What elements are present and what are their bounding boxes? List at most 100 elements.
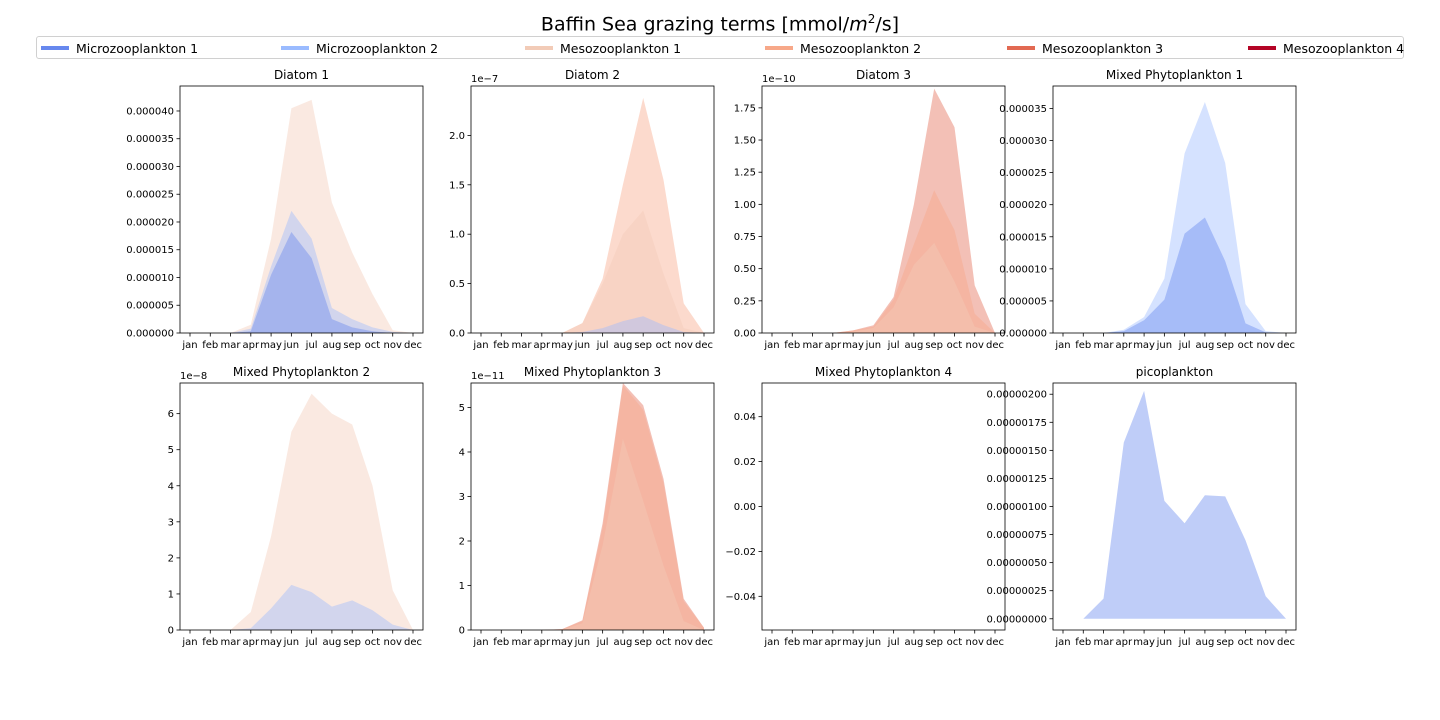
x-tick-label: feb [493, 637, 509, 648]
area-series [481, 383, 704, 630]
x-tick-label: jun [283, 340, 299, 351]
subplot-title: Mixed Phytoplankton 1 [1106, 68, 1243, 82]
legend-item-microzooplankton-1: Microzooplankton 1 [41, 40, 198, 56]
y-tick-label: 1 [168, 589, 174, 600]
y-tick-label: 0.000020 [126, 217, 174, 228]
y-tick-label: −0.04 [725, 592, 756, 603]
subplot-title: Mixed Phytoplankton 3 [524, 365, 661, 379]
x-tick-label: jun [865, 637, 881, 648]
y-tick-label: 0.0 [449, 329, 465, 340]
x-tick-label: oct [656, 340, 672, 351]
legend-swatch [1248, 46, 1276, 50]
x-tick-label: jan [472, 340, 488, 351]
x-tick-label: nov [966, 637, 984, 648]
area-series [1063, 217, 1286, 333]
y-tick-label: 0.00000025 [987, 586, 1047, 597]
y-tick-label: 0.000000 [126, 329, 174, 340]
y-tick-label: −0.02 [725, 547, 756, 558]
area-series [190, 584, 413, 630]
x-tick-label: jan [181, 340, 197, 351]
legend-label: Microzooplankton 1 [76, 40, 199, 56]
x-tick-label: oct [1238, 637, 1254, 648]
x-tick-label: aug [904, 340, 923, 351]
y-tick-label: 1.00 [734, 200, 756, 211]
x-tick-label: nov [384, 340, 402, 351]
x-tick-label: aug [1195, 340, 1214, 351]
y-tick-label: 0.000015 [999, 232, 1047, 243]
legend-item-mesozooplankton-2: Mesozooplankton 2 [765, 40, 921, 56]
x-tick-label: apr [243, 637, 260, 648]
x-tick-label: apr [243, 340, 260, 351]
x-tick-label: nov [1257, 340, 1275, 351]
area-series [1063, 102, 1286, 333]
x-tick-label: apr [534, 637, 551, 648]
y-tick-label: 0.000020 [999, 200, 1047, 211]
x-tick-label: aug [322, 637, 341, 648]
x-tick-label: sep [1216, 637, 1234, 648]
subplot-5: jan feb mar apr may jun jul aug sep oct nov dec 0 1 2 3… [168, 365, 424, 648]
legend-item-mesozooplankton-4: Mesozooplankton 4 [1248, 40, 1404, 56]
area-series [481, 210, 704, 333]
x-tick-label: oct [656, 637, 672, 648]
x-tick-label: apr [825, 637, 842, 648]
x-tick-label: mar [803, 340, 824, 351]
y-tick-label: 1.5 [449, 180, 465, 191]
area-series [481, 385, 704, 630]
x-tick-label: nov [1257, 637, 1275, 648]
y-tick-label: 0.00000050 [987, 558, 1047, 569]
x-tick-label: jan [763, 340, 779, 351]
x-tick-label: may [551, 340, 573, 351]
subplot-1: jan feb mar apr may jun jul aug sep oct nov dec 0.00… [126, 68, 424, 351]
subplot-title: Mixed Phytoplankton 2 [233, 365, 370, 379]
axes-frame [179, 85, 424, 334]
y-tick-label: 0.00000000 [987, 614, 1047, 625]
area-series [1063, 390, 1286, 619]
subplot-title: Diatom 1 [274, 68, 329, 82]
y-offset-label: 1e−11 [471, 371, 505, 382]
y-tick-label: 2 [168, 553, 174, 564]
x-tick-label: feb [1075, 340, 1091, 351]
legend: Microzooplankton 1 Microzooplankton 2 Me… [36, 36, 1404, 59]
axes-frame [761, 382, 1006, 631]
y-tick-label: 0.00 [734, 502, 756, 513]
area-series [481, 97, 704, 334]
y-tick-label: 0.000025 [126, 190, 174, 201]
y-tick-label: 0 [459, 626, 465, 637]
y-tick-label: 0.5 [449, 279, 465, 290]
x-tick-label: feb [202, 637, 218, 648]
y-tick-label: 0.000030 [999, 136, 1047, 147]
x-tick-label: apr [1116, 637, 1133, 648]
x-tick-label: sep [1216, 340, 1234, 351]
y-tick-label: 0.25 [734, 296, 756, 307]
x-tick-label: apr [825, 340, 842, 351]
x-tick-label: jun [283, 637, 299, 648]
subplot-title: Diatom 2 [565, 68, 620, 82]
x-tick-label: may [1133, 637, 1155, 648]
x-tick-label: oct [365, 340, 381, 351]
x-tick-label: sep [343, 637, 361, 648]
subplot-3: jan feb mar apr may jun jul aug sep oct nov dec 0.00… [734, 68, 1006, 351]
area-series [190, 210, 413, 333]
subplot-2: jan feb mar apr may jun jul aug sep oct nov dec 0.0 0… [449, 68, 715, 351]
subplot-title: Mixed Phytoplankton 4 [815, 365, 952, 379]
y-tick-label: 1.0 [449, 230, 465, 241]
x-tick-label: jun [574, 340, 590, 351]
y-tick-label: 1 [459, 581, 465, 592]
subplot-6: jan feb mar apr may jun jul aug sep oct nov dec 0 1 2 3… [459, 365, 715, 648]
x-tick-label: feb [493, 340, 509, 351]
x-tick-label: may [260, 340, 282, 351]
x-tick-label: feb [784, 340, 800, 351]
y-tick-label: 0.00000125 [987, 474, 1047, 485]
x-tick-label: feb [1075, 637, 1091, 648]
legend-item-mesozooplankton-1: Mesozooplankton 1 [525, 40, 681, 56]
subplot-7: jan feb mar apr may jun jul aug sep oct nov dec −0.0… [725, 365, 1006, 648]
legend-label: Microzooplankton 2 [316, 40, 439, 56]
area-series [481, 438, 704, 630]
legend-label: Mesozooplankton 3 [1042, 40, 1164, 56]
x-tick-label: jul [887, 637, 900, 648]
x-tick-label: mar [512, 637, 533, 648]
x-tick-label: jul [596, 637, 609, 648]
x-tick-label: jun [574, 637, 590, 648]
x-tick-label: sep [634, 340, 652, 351]
